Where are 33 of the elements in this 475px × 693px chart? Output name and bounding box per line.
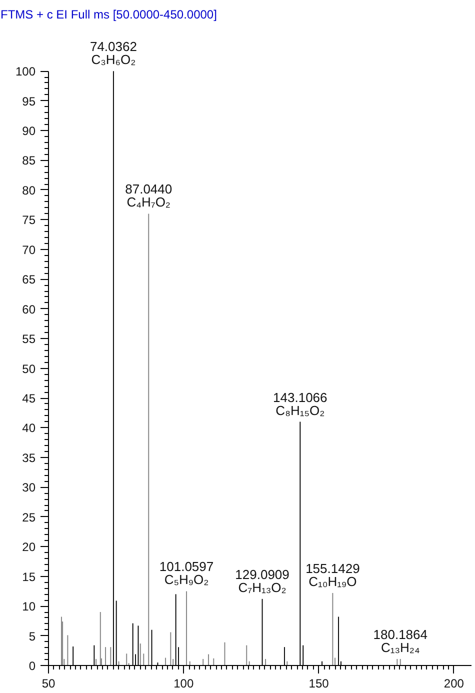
y-tick-label: 60: [22, 302, 36, 316]
y-tick-label: 55: [22, 332, 36, 346]
annotation: 87.0440 C₄H₇O₂: [125, 182, 172, 210]
x-tick-label: 150: [308, 676, 330, 690]
annotation: 101.0597 C₅H₉O₂: [159, 559, 214, 588]
y-tick-label: 90: [22, 124, 36, 138]
y-tick-label: 75: [22, 213, 36, 228]
y-tick-label: 0: [28, 659, 36, 673]
y-tick-label: 30: [22, 480, 36, 495]
y-tick-label: 15: [22, 570, 36, 584]
y-tick-label: 80: [22, 183, 36, 198]
y-tick-label: 85: [22, 154, 36, 168]
x-tick-label: 100: [174, 676, 194, 690]
y-tick-label: 50: [22, 362, 36, 376]
annotation: 129.0909 C₇H₁₃O₂: [235, 566, 290, 595]
y-tick-label: 10: [22, 600, 36, 614]
annotation: 180.1864 C₁₃H₂₄: [373, 626, 428, 655]
annotation: 143.1066 C₈H₁₅O₂: [273, 390, 328, 418]
y-tick-label: 70: [22, 242, 36, 257]
y-tick-label: 100: [15, 64, 36, 79]
y-tick-label: 5: [28, 629, 36, 644]
x-tick-label: 200: [444, 676, 464, 690]
x-tick-label: 50: [42, 676, 56, 690]
annotation: 155.1429 C₁₀H₁₉O: [306, 560, 360, 589]
y-tick-label: 95: [22, 94, 36, 108]
y-tick-label: 25: [22, 510, 36, 524]
y-tick-label: 45: [22, 392, 36, 406]
y-tick-label: 40: [22, 421, 36, 436]
y-tick-label: 65: [22, 272, 36, 287]
annotation: 74.0362 C₃H₆O₂: [90, 39, 137, 68]
chart-title: FTMS + c EI Full ms [50.0000-450.0000]: [0, 8, 217, 22]
y-tick-label: 20: [22, 540, 36, 554]
y-tick-label: 35: [22, 450, 36, 465]
